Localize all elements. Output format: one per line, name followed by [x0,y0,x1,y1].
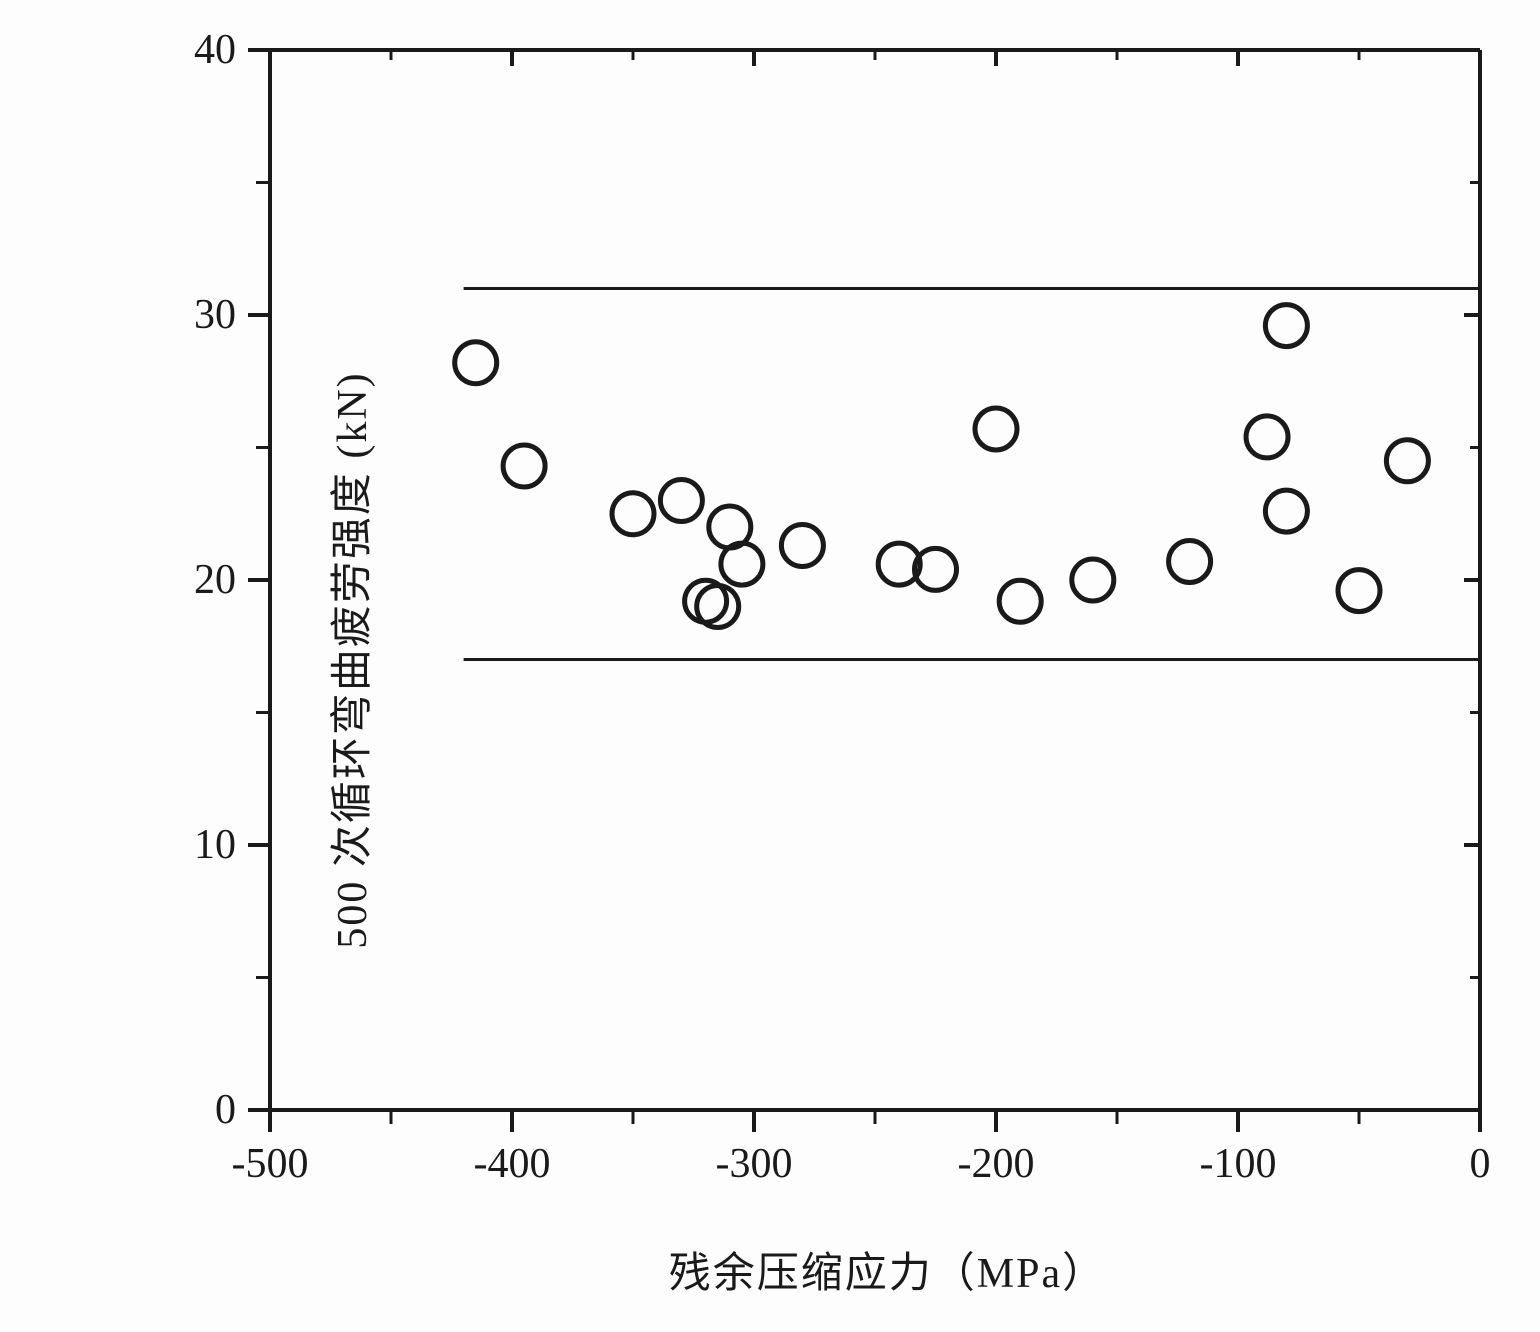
x-tick-label: 0 [1470,1140,1491,1188]
plot-svg [270,50,1480,1110]
y-tick-label: 40 [194,26,236,74]
y-tick-label: 10 [194,821,236,869]
x-tick-label: -400 [474,1140,551,1188]
x-axis-label: 残余压缩应力（MPa） [669,1239,1106,1300]
plot-area: -500-400-300-200-1000010203040 [270,50,1480,1110]
scatter-chart: 500 次循环弯曲疲劳强度 (kN) 残余压缩应力（MPa） -500-400-… [100,30,1500,1290]
x-tick-label: -300 [716,1140,793,1188]
x-tick-label: -500 [232,1140,309,1188]
y-tick-label: 20 [194,556,236,604]
y-tick-label: 30 [194,291,236,339]
y-tick-label: 0 [215,1086,236,1134]
x-tick-label: -100 [1200,1140,1277,1188]
x-tick-label: -200 [958,1140,1035,1188]
